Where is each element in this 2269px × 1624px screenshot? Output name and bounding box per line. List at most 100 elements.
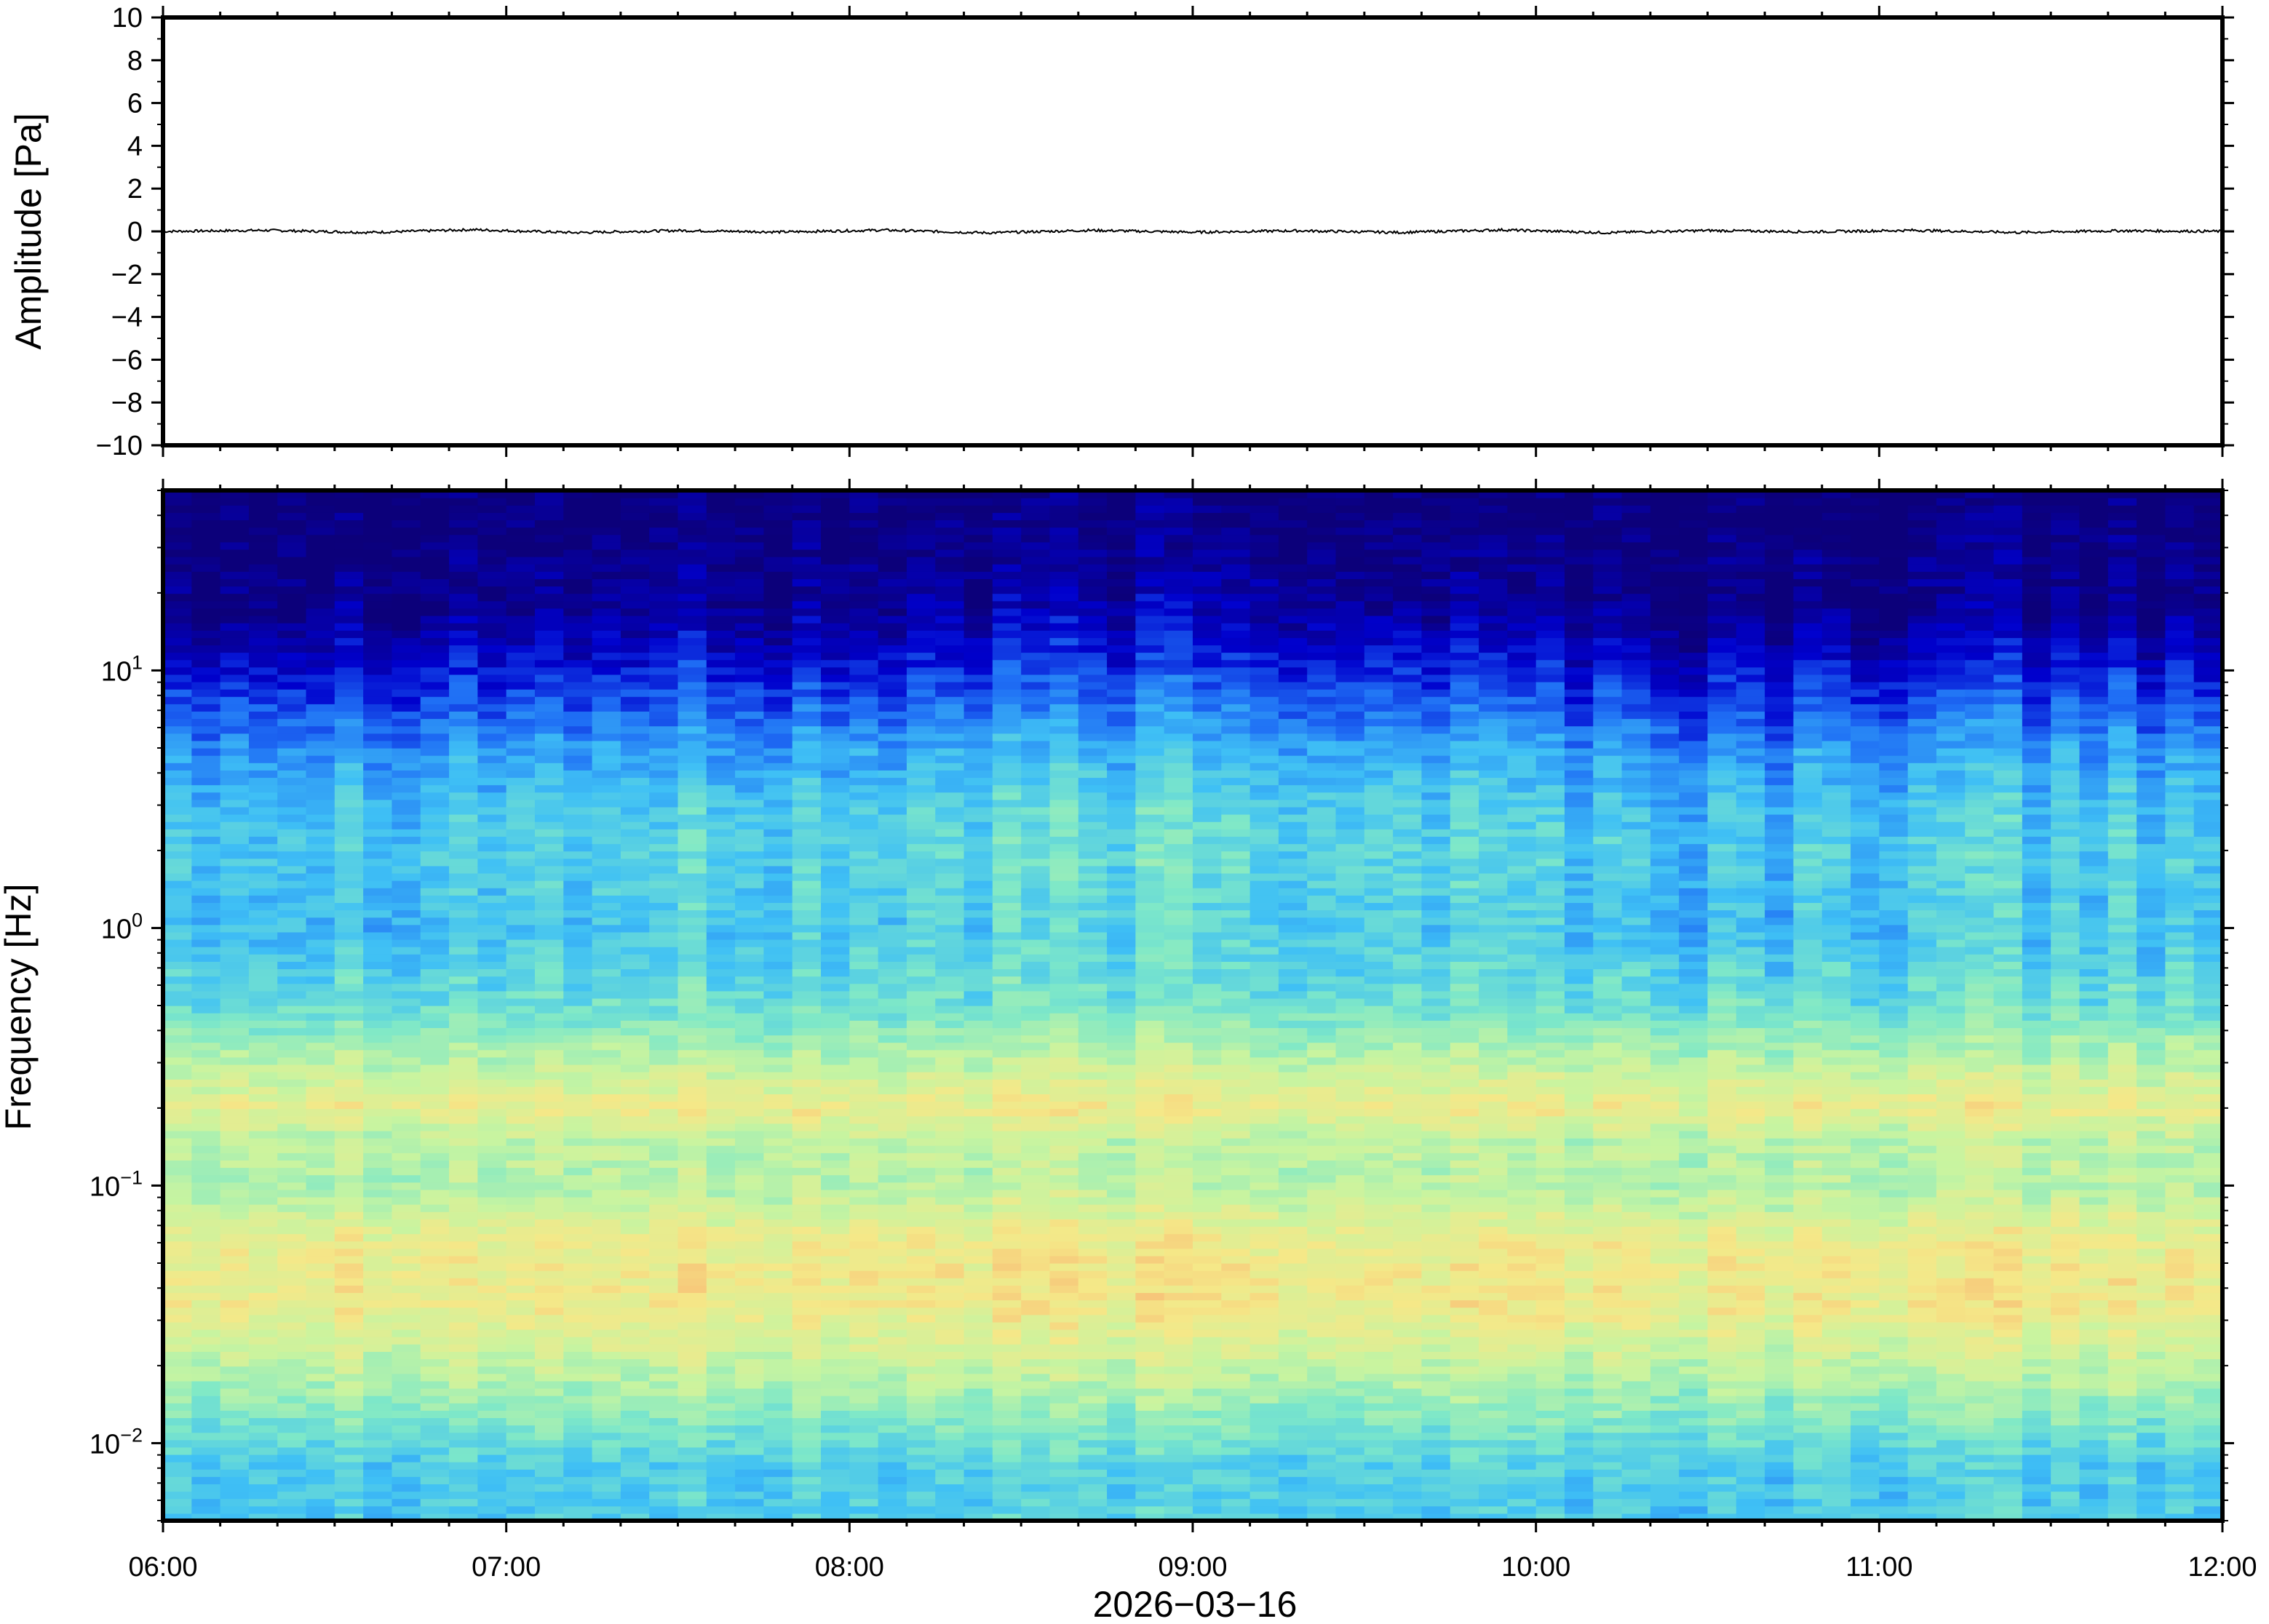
- spectrogram-cell: [1021, 490, 1051, 498]
- spectrogram-cell: [992, 858, 1022, 867]
- spectrogram-cell: [506, 968, 536, 977]
- spectrogram-cell: [506, 1101, 536, 1110]
- spectrogram-cell: [1135, 1314, 1165, 1323]
- spectrogram-cell: [534, 784, 564, 793]
- spectrogram-cell: [906, 777, 936, 786]
- waveform-y-tick-label: 8: [127, 46, 143, 76]
- spectrogram-cell: [992, 1337, 1022, 1345]
- spectrogram-cell: [963, 1314, 993, 1323]
- spectrogram-cell: [963, 865, 993, 874]
- spectrogram-cell: [649, 615, 679, 624]
- spectrogram-cell: [620, 1020, 650, 1028]
- spectrogram-cell: [821, 1056, 850, 1065]
- spectrogram-cell: [677, 541, 707, 550]
- spectrogram-cell: [277, 586, 307, 594]
- spectrogram-cell: [1049, 902, 1079, 911]
- spectrogram-cell: [506, 1035, 536, 1043]
- spectrogram-cell: [563, 674, 593, 682]
- spectrogram-cell: [849, 1204, 879, 1212]
- spectrogram-cell: [363, 858, 393, 867]
- spectrogram-cell: [392, 586, 421, 594]
- spectrogram-cell: [706, 1396, 736, 1404]
- spectrogram-cell: [334, 1153, 364, 1161]
- spectrogram-cell: [534, 1446, 564, 1455]
- spectrogram-cell: [592, 1108, 621, 1117]
- spectrogram-cell: [992, 983, 1022, 992]
- spectrogram-cell: [735, 600, 765, 609]
- spectrogram-cell: [992, 931, 1022, 940]
- spectrogram-cell: [477, 1410, 507, 1418]
- spectrogram-cell: [821, 1351, 850, 1360]
- spectrogram-cell: [878, 1396, 907, 1404]
- spectrogram-cell: [220, 630, 250, 638]
- spectrogram-cell: [534, 872, 564, 881]
- spectrogram-cell: [392, 1285, 421, 1294]
- spectrogram-cell: [477, 1013, 507, 1021]
- spectrogram-cell: [792, 931, 822, 940]
- spectrogram-cell: [220, 704, 250, 712]
- spectrogram-cell: [763, 1454, 793, 1462]
- spectrogram-cell: [163, 564, 192, 572]
- spectrogram-cell: [1021, 1446, 1051, 1455]
- spectrogram-cell: [449, 564, 478, 572]
- spectrogram-cell: [306, 711, 335, 720]
- spectrogram-cell: [277, 880, 307, 888]
- spectrogram-cell: [477, 968, 507, 977]
- spectrogram-cell: [906, 1270, 936, 1278]
- spectrogram-cell: [334, 1270, 364, 1278]
- spectrogram-cell: [477, 681, 507, 690]
- spectrogram-cell: [677, 1263, 707, 1271]
- spectrogram-cell: [592, 1344, 621, 1352]
- spectrogram-cell: [477, 490, 507, 498]
- spectrogram-cell: [935, 1469, 965, 1477]
- spectrogram-cell: [677, 659, 707, 668]
- spectrogram-cell: [992, 549, 1022, 557]
- spectrogram-cell: [677, 1204, 707, 1212]
- spectrogram-cell: [849, 748, 879, 756]
- spectrogram-cell: [620, 541, 650, 550]
- spectrogram-cell: [620, 1285, 650, 1294]
- spectrogram-cell: [248, 1167, 278, 1176]
- spectrogram-cell: [821, 1446, 850, 1455]
- spectrogram-cell: [306, 872, 335, 881]
- spectrogram-cell: [992, 1314, 1022, 1323]
- spectrogram-cell: [992, 968, 1022, 977]
- spectrogram-cell: [878, 1439, 907, 1448]
- spectrogram-cell: [677, 1351, 707, 1360]
- spectrogram-cell: [563, 1292, 593, 1301]
- spectrogram-cell: [992, 1145, 1022, 1153]
- spectrogram-cell: [792, 1366, 822, 1374]
- spectrogram-cell: [763, 784, 793, 793]
- spectrogram-cell: [935, 696, 965, 704]
- spectrogram-cell: [334, 740, 364, 749]
- spectrogram-cell: [534, 1344, 564, 1352]
- spectrogram-cell: [248, 784, 278, 793]
- spectrogram-cell: [1107, 704, 1136, 712]
- spectrogram-cell: [334, 1204, 364, 1212]
- spectrogram-cell: [878, 799, 907, 808]
- spectrogram-cell: [735, 821, 765, 829]
- spectrogram-cell: [792, 1278, 822, 1286]
- spectrogram-cell: [935, 836, 965, 845]
- spectrogram-cell: [392, 1196, 421, 1205]
- spectrogram-cell: [735, 1263, 765, 1271]
- spectrogram-cell: [248, 1469, 278, 1477]
- spectrogram-cell: [563, 939, 593, 947]
- waveform-frame: [161, 15, 2225, 447]
- spectrogram-cell: [1078, 1476, 1108, 1485]
- spectrogram-cell: [649, 1476, 679, 1485]
- spectrogram-cell: [191, 586, 221, 594]
- spectrogram-cell: [191, 1196, 221, 1205]
- spectrogram-cell: [392, 1123, 421, 1131]
- spectrogram-cell: [506, 814, 536, 822]
- spectrogram-cell: [248, 1145, 278, 1153]
- spectrogram-cell: [649, 740, 679, 749]
- spectrogram-cell: [878, 1329, 907, 1337]
- spectrogram-cell: [306, 961, 335, 970]
- spectrogram-cell: [677, 490, 707, 498]
- spectrogram-cell: [763, 1351, 793, 1360]
- spectrogram-cell: [277, 696, 307, 704]
- spectrogram-cell: [1021, 1123, 1051, 1131]
- spectrogram-cell: [878, 1358, 907, 1367]
- spectrogram-cell: [792, 1285, 822, 1294]
